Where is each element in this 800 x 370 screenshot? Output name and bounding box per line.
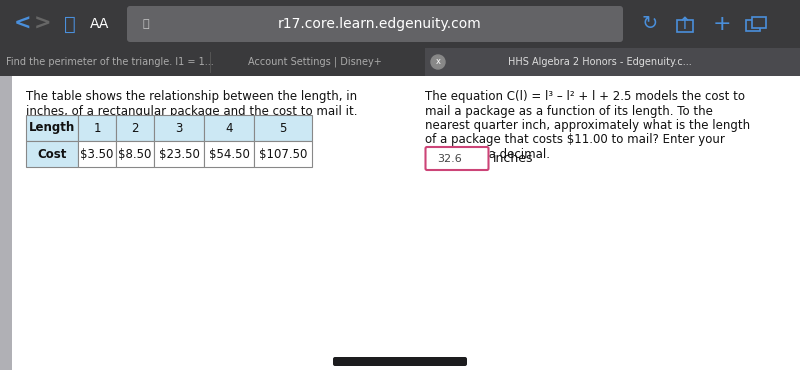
Text: ↻: ↻ — [642, 14, 658, 34]
Text: $8.50: $8.50 — [118, 148, 152, 161]
Circle shape — [431, 55, 445, 69]
Text: of a package that costs $11.00 to mail? Enter your: of a package that costs $11.00 to mail? … — [425, 134, 725, 147]
Text: ↑: ↑ — [678, 15, 692, 33]
Bar — [26, 115, 78, 141]
Text: x: x — [435, 57, 441, 67]
Bar — [677, 20, 693, 32]
Text: +: + — [713, 14, 731, 34]
Text: HHS Algebra 2 Honors - Edgenuity.c...: HHS Algebra 2 Honors - Edgenuity.c... — [508, 57, 692, 67]
Bar — [0, 48, 800, 76]
Bar — [154, 115, 204, 141]
Bar — [154, 141, 204, 167]
Text: Find the perimeter of the triangle. l1 = 1...: Find the perimeter of the triangle. l1 =… — [6, 57, 214, 67]
Text: >: > — [34, 14, 50, 34]
Text: AA: AA — [90, 17, 110, 31]
Text: 3: 3 — [175, 121, 182, 135]
Text: $3.50: $3.50 — [80, 148, 114, 161]
Bar — [752, 17, 766, 28]
Text: Account Settings | Disney+: Account Settings | Disney+ — [248, 57, 382, 67]
Bar — [78, 141, 116, 167]
Text: r17.core.learn.edgenuity.com: r17.core.learn.edgenuity.com — [278, 17, 482, 31]
Bar — [0, 0, 800, 48]
Bar — [78, 115, 116, 141]
Bar — [116, 115, 154, 141]
Text: Cost: Cost — [38, 148, 66, 161]
Text: $54.50: $54.50 — [209, 148, 250, 161]
Text: <: < — [14, 14, 30, 34]
Bar — [204, 115, 254, 141]
Text: $23.50: $23.50 — [158, 148, 199, 161]
FancyBboxPatch shape — [127, 6, 623, 42]
Text: The table shows the relationship between the length, in: The table shows the relationship between… — [26, 90, 357, 103]
Bar — [0, 76, 800, 370]
Text: ⧉: ⧉ — [64, 14, 76, 34]
Text: inches: inches — [493, 152, 534, 165]
Bar — [0, 76, 12, 370]
Bar — [254, 115, 312, 141]
Bar — [204, 141, 254, 167]
Bar — [26, 141, 78, 167]
Text: 4: 4 — [226, 121, 233, 135]
Text: inches, of a rectangular package and the cost to mail it.: inches, of a rectangular package and the… — [26, 105, 358, 118]
Text: 32.6: 32.6 — [437, 154, 462, 164]
FancyBboxPatch shape — [333, 357, 467, 366]
FancyBboxPatch shape — [426, 147, 489, 170]
Text: The equation C(l) = l³ – l² + l + 2.5 models the cost to: The equation C(l) = l³ – l² + l + 2.5 mo… — [425, 90, 745, 103]
Bar — [746, 20, 760, 31]
Text: mail a package as a function of its length. To the: mail a package as a function of its leng… — [425, 104, 713, 118]
Text: $107.50: $107.50 — [259, 148, 307, 161]
Text: nearest quarter inch, approximately what is the length: nearest quarter inch, approximately what… — [425, 119, 750, 132]
Bar — [425, 48, 800, 76]
Text: 2: 2 — [131, 121, 138, 135]
Bar — [254, 141, 312, 167]
Text: 5: 5 — [279, 121, 286, 135]
Text: answer as a decimal.: answer as a decimal. — [425, 148, 550, 161]
Bar — [116, 141, 154, 167]
Text: Length: Length — [29, 121, 75, 135]
Text: 🔒: 🔒 — [142, 19, 150, 29]
Text: 1: 1 — [94, 121, 101, 135]
